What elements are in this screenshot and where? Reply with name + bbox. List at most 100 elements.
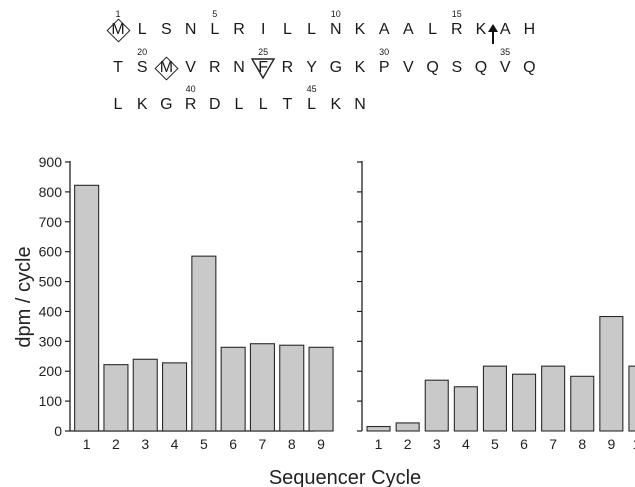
left-y-tick-label-900: 900 <box>39 154 63 170</box>
residue-30: P <box>378 59 390 76</box>
left-bar-4 <box>162 362 188 432</box>
residue-14: L <box>428 21 438 38</box>
left-bar-6 <box>220 346 246 432</box>
left-x-tick-label-2: 2 <box>112 436 120 452</box>
residue-13: A <box>403 21 414 38</box>
residue-32: Q <box>426 59 439 76</box>
position-number-45: 45 <box>306 84 317 94</box>
left-y-tick-label-300: 300 <box>39 333 63 349</box>
residue-18: H <box>523 21 536 38</box>
right-x-tick-label-6: 6 <box>520 436 528 452</box>
right-x-tick-label-9: 9 <box>607 436 615 452</box>
residue-37: L <box>113 96 123 113</box>
right-bar-chart: 1 2 3 4 5 6 7 8 9 10 <box>357 161 635 452</box>
position-number-5: 5 <box>212 9 218 19</box>
right-bar-3 <box>424 379 449 432</box>
residue-31: V <box>403 59 414 76</box>
residue-39: G <box>160 96 173 113</box>
right-x-tick-label-1: 1 <box>375 436 383 452</box>
residue-29: K <box>354 59 366 76</box>
y-axis-label: dpm / cycle <box>13 246 35 347</box>
x-axis-label: Sequencer Cycle <box>269 467 421 487</box>
residue-11: K <box>354 21 366 38</box>
position-number-10: 10 <box>330 9 341 19</box>
residue-24: N <box>233 59 245 76</box>
position-number-15: 15 <box>451 9 462 19</box>
left-bar-2 <box>103 364 129 432</box>
residue-7: I <box>260 21 266 38</box>
residue-41: D <box>209 96 221 113</box>
residue-23: R <box>209 59 221 76</box>
residue-28: G <box>329 59 343 76</box>
left-y-tick-label-800: 800 <box>39 184 63 200</box>
residue-36: Q <box>523 59 536 76</box>
left-y-tick-label-700: 700 <box>39 214 63 230</box>
right-bar-1 <box>366 425 391 432</box>
left-x-tick-label-3: 3 <box>141 436 149 452</box>
residue-15: R <box>451 21 463 38</box>
residue-12: A <box>378 21 390 38</box>
position-number-20: 20 <box>137 47 148 57</box>
left-x-tick-label-1: 1 <box>83 436 91 452</box>
residue-25: F <box>258 59 269 76</box>
left-y-tick-label-400: 400 <box>39 303 63 319</box>
left-bar-8 <box>279 344 305 432</box>
left-y-tick-label-200: 200 <box>39 363 63 379</box>
left-x-tick-label-6: 6 <box>229 436 237 452</box>
residue-43: L <box>258 96 268 113</box>
left-bar-7 <box>249 343 275 432</box>
right-x-tick-label-10: 10 <box>633 436 635 452</box>
residue-16: K <box>475 21 487 38</box>
residue-10: N <box>330 21 342 38</box>
left-y-tick-label-600: 600 <box>39 244 63 260</box>
residue-38: K <box>136 96 148 113</box>
right-bar-6 <box>511 373 537 432</box>
residue-2: L <box>137 21 147 38</box>
residue-8: L <box>282 21 292 38</box>
residue-40: R <box>184 96 197 113</box>
residue-3: S <box>161 21 172 38</box>
residue-45: L <box>307 96 317 113</box>
left-y-tick-label-100: 100 <box>39 393 63 409</box>
left-x-tick-label-9: 9 <box>317 436 325 452</box>
right-x-tick-label-7: 7 <box>549 436 557 452</box>
residue-1: M <box>111 21 125 38</box>
residue-33: S <box>451 59 463 76</box>
residue-42: L <box>234 96 244 113</box>
left-bar-9 <box>308 346 334 432</box>
residue-26: R <box>281 59 294 76</box>
cleavage-arrow-head-icon <box>488 24 499 32</box>
left-bar-1 <box>74 184 100 432</box>
residue-46: K <box>330 96 342 113</box>
right-bar-9 <box>599 315 624 432</box>
left-bar-chart: 0 100 200 300 400 500 600 700 800 900 1 2 3 4 5 6 7 8 9 <box>39 154 334 452</box>
left-bar-5 <box>191 255 217 432</box>
residue-6: R <box>233 21 245 38</box>
residue-21: M <box>159 59 174 76</box>
residue-5: L <box>210 21 220 38</box>
right-bar-5 <box>482 365 508 432</box>
right-x-tick-label-5: 5 <box>491 436 499 452</box>
left-x-tick-label-4: 4 <box>171 436 179 452</box>
residue-22: V <box>185 59 196 76</box>
residue-17: A <box>499 21 511 38</box>
residue-44: T <box>282 96 293 113</box>
residue-9: L <box>307 21 317 38</box>
cleavage-arrow-icon <box>492 30 495 44</box>
position-number-30: 30 <box>379 47 390 57</box>
right-bar-8 <box>570 375 595 432</box>
left-bar-3 <box>132 358 158 432</box>
position-number-1: 1 <box>115 9 121 19</box>
right-bar-7 <box>541 365 566 432</box>
residue-4: N <box>184 21 197 38</box>
residue-34: Q <box>474 59 488 76</box>
right-bar-10 <box>628 365 635 432</box>
left-x-tick-label-7: 7 <box>259 436 267 452</box>
right-bar-2 <box>395 422 420 432</box>
right-x-tick-label-8: 8 <box>578 436 586 452</box>
left-y-tick-label-0: 0 <box>54 423 62 439</box>
position-number-25: 25 <box>258 47 269 57</box>
right-x-tick-label-3: 3 <box>433 436 441 452</box>
